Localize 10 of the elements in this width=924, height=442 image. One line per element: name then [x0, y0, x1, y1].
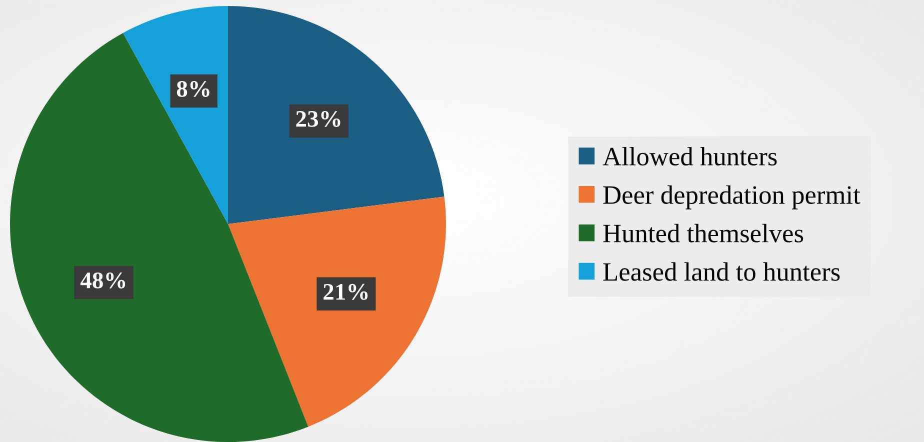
data-label: 21%	[324, 284, 368, 300]
pie-slice	[228, 6, 444, 224]
data-label: 8%	[176, 80, 210, 97]
legend-label: Deer depredation permit	[603, 185, 860, 210]
data-label: 23%	[296, 110, 340, 127]
pie-slice	[228, 196, 446, 427]
legend-label: Allowed hunters	[602, 146, 777, 166]
data-label: 48%	[80, 272, 126, 288]
legend-label: Hunted themselves	[603, 224, 804, 242]
legend-label: Leased land to hunters	[603, 262, 840, 281]
